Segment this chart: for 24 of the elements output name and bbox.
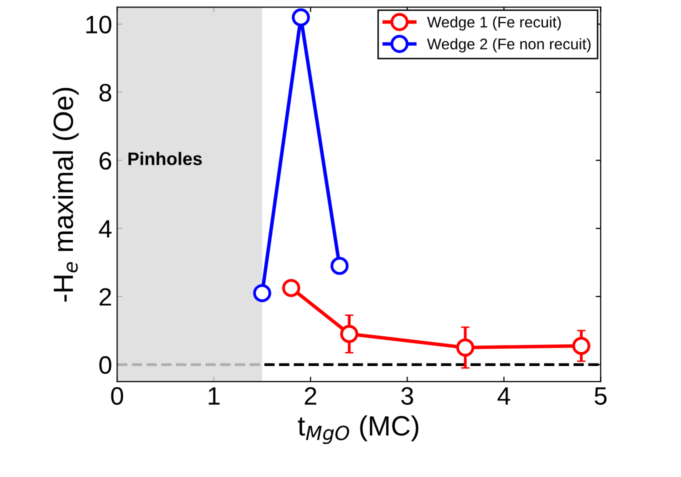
y-tick-label: 8: [99, 84, 112, 102]
x-tick-label: 1: [208, 387, 220, 405]
x-tick-label: 2: [304, 387, 316, 405]
point: [340, 324, 358, 343]
y-tick-label: 4: [98, 220, 112, 238]
point: [330, 256, 349, 275]
legend-label: Wedge 2 (Fe non recuit): [427, 38, 591, 52]
x-tick-label: 0: [111, 387, 124, 405]
point: [456, 338, 474, 357]
band-label: Pinholes: [128, 152, 202, 166]
point: [292, 8, 310, 26]
y-tick-label: 2: [100, 288, 112, 306]
point: [572, 336, 590, 355]
x-tick-label: 5: [594, 387, 607, 405]
x-tick-label: 4: [498, 387, 510, 405]
point: [282, 278, 300, 298]
y-tick-label: 0: [99, 356, 112, 374]
y-axis-title: -H$_{e}$ maximal (Oe): [52, 88, 79, 302]
legend-label: Wedge 1 (Fe recuit): [427, 16, 561, 31]
y-tick-label: 6: [100, 152, 112, 170]
y-tick-label: 10: [86, 16, 112, 34]
x-tick-label: 3: [401, 387, 414, 405]
point: [253, 284, 272, 302]
x-axis-title: t$_{MgO}$ (MC): [298, 415, 418, 444]
